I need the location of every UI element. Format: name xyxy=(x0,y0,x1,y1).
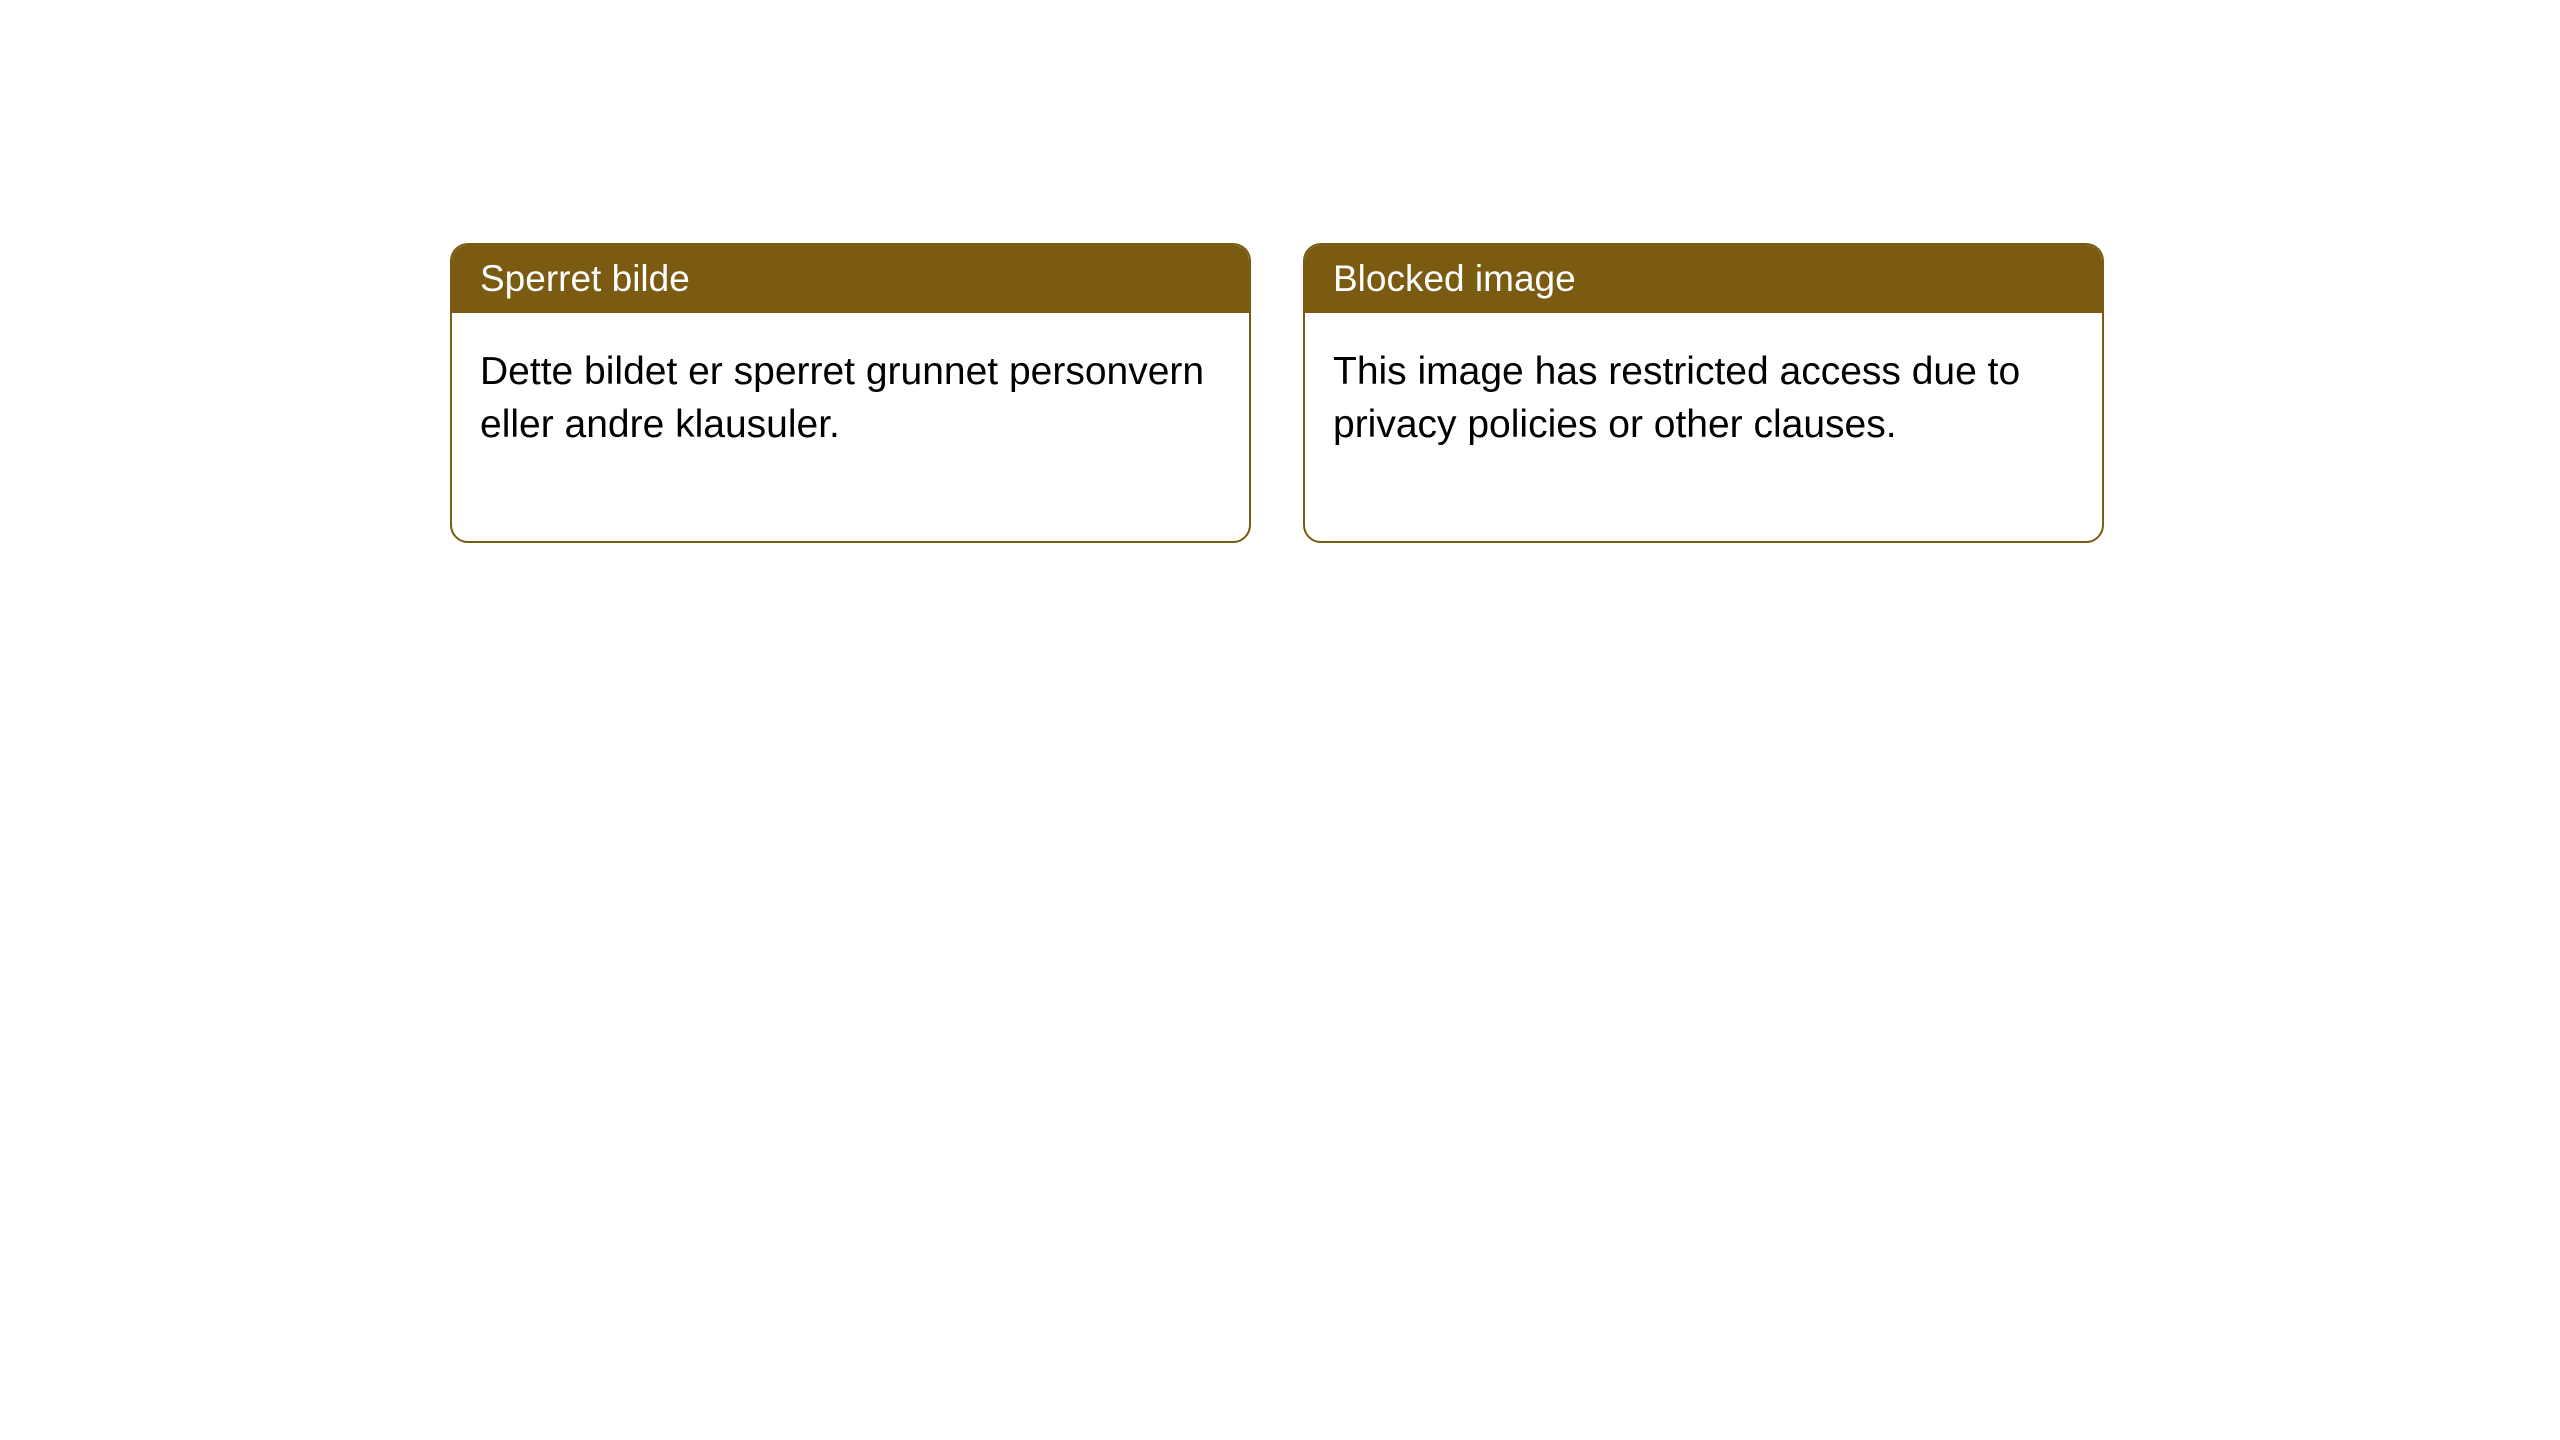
notice-body-text: This image has restricted access due to … xyxy=(1333,350,2020,446)
notice-container: Sperret bilde Dette bildet er sperret gr… xyxy=(450,243,2104,543)
notice-card-english: Blocked image This image has restricted … xyxy=(1303,243,2104,543)
notice-card-norwegian: Sperret bilde Dette bildet er sperret gr… xyxy=(450,243,1251,543)
notice-body-text: Dette bildet er sperret grunnet personve… xyxy=(480,350,1204,446)
notice-body: Dette bildet er sperret grunnet personve… xyxy=(452,313,1249,541)
notice-title: Sperret bilde xyxy=(480,258,690,299)
notice-header: Sperret bilde xyxy=(452,245,1249,313)
notice-title: Blocked image xyxy=(1333,258,1576,299)
notice-body: This image has restricted access due to … xyxy=(1305,313,2102,541)
notice-header: Blocked image xyxy=(1305,245,2102,313)
